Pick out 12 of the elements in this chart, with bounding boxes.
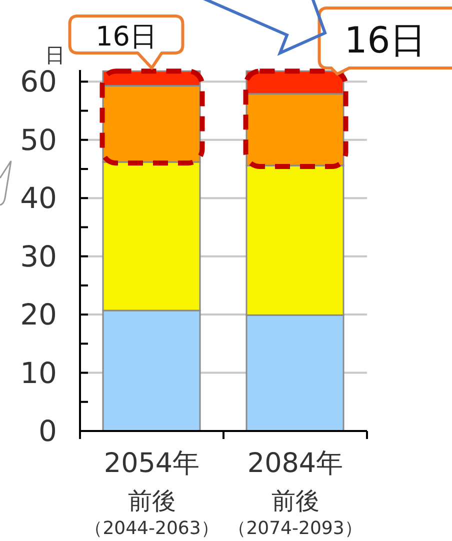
y-tick-label: 50 — [20, 122, 57, 157]
text: 16日 — [96, 22, 157, 52]
y-tick-label: 10 — [20, 356, 57, 390]
x-tick-label: 2084年前後（2074-2093） — [228, 448, 362, 539]
y-tick-label: 30 — [20, 239, 57, 274]
y-axis-title: 日 — [45, 43, 65, 67]
x-tick-label: 2054年前後（2044-2063） — [84, 448, 219, 539]
y-tick-label: 60 — [20, 64, 57, 99]
y-tick-label: 40 — [20, 181, 57, 216]
y-tick-label: 0 — [38, 414, 57, 448]
y-tick-label: 20 — [20, 298, 57, 332]
text: 16日 — [344, 20, 426, 62]
